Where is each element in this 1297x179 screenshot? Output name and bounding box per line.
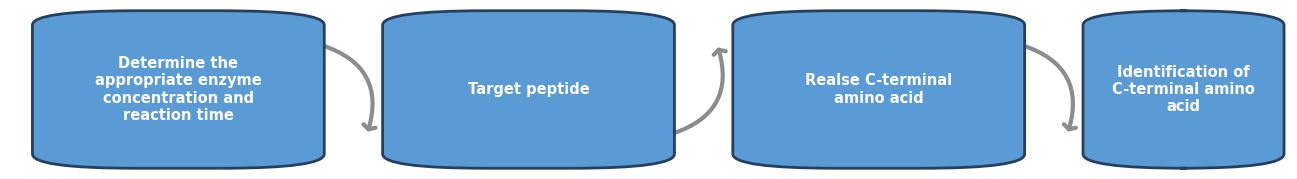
FancyBboxPatch shape	[32, 11, 324, 168]
Text: Realse C-terminal
amino acid: Realse C-terminal amino acid	[805, 73, 952, 106]
Text: Identification of
C-terminal amino
acid: Identification of C-terminal amino acid	[1112, 65, 1255, 114]
FancyBboxPatch shape	[1083, 11, 1284, 168]
FancyBboxPatch shape	[733, 11, 1025, 168]
Text: Target peptide: Target peptide	[468, 82, 589, 97]
FancyBboxPatch shape	[383, 11, 674, 168]
Text: Determine the
appropriate enzyme
concentration and
reaction time: Determine the appropriate enzyme concent…	[95, 56, 262, 123]
